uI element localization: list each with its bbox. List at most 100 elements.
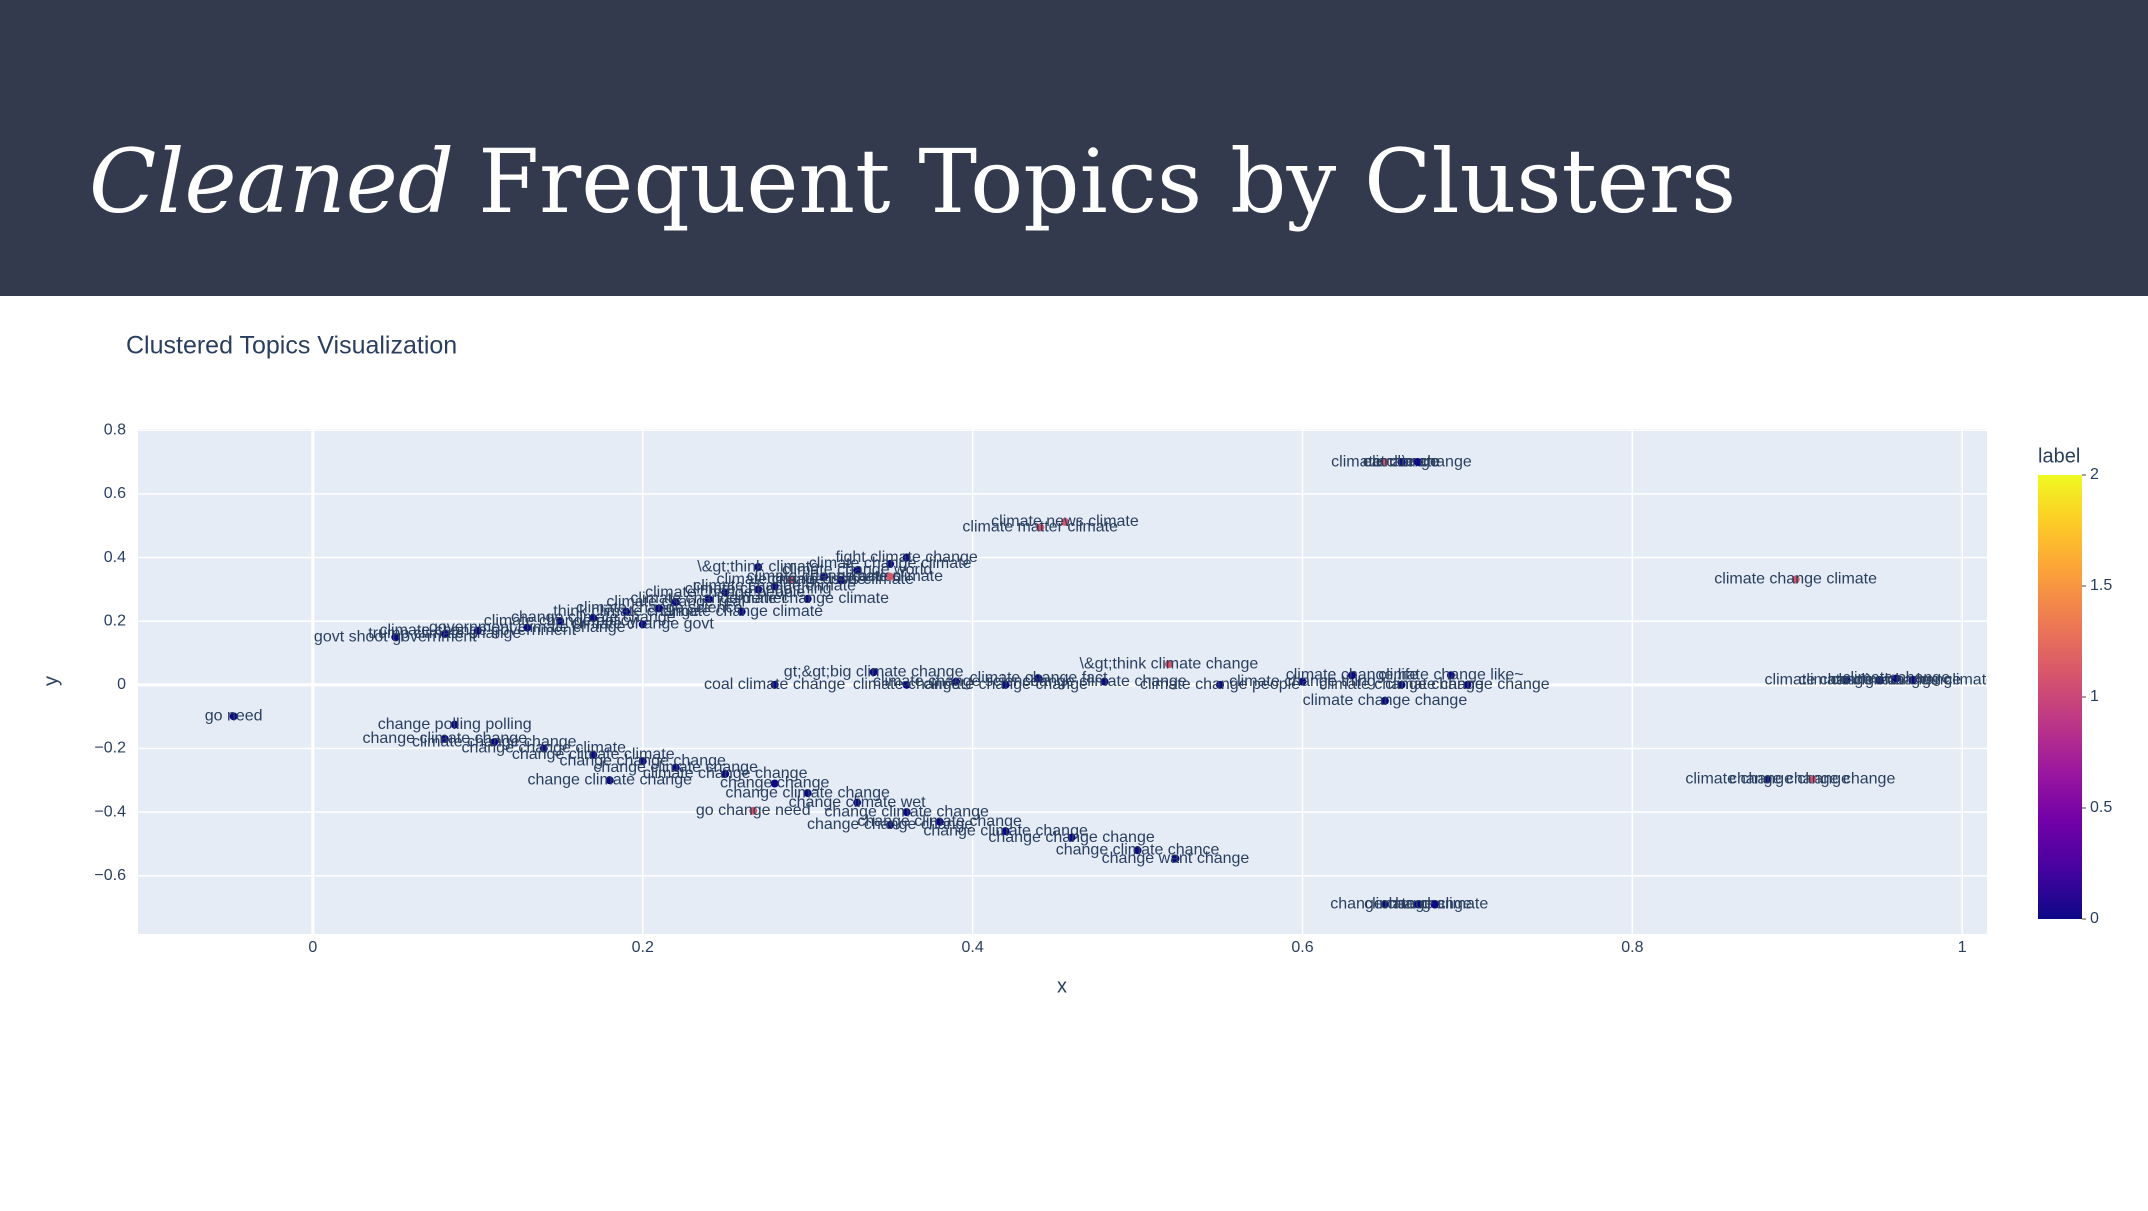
point	[770, 582, 779, 591]
header-band	[0, 0, 2148, 296]
point-label: climate change change	[643, 765, 808, 782]
y-tick-label: 0.4	[104, 549, 126, 566]
point	[1380, 458, 1389, 467]
point	[622, 607, 631, 616]
point	[1463, 680, 1472, 689]
x-tick-label: 1	[1958, 939, 1967, 956]
y-tick-label: 0.6	[104, 485, 126, 502]
x-tick-label: 0	[308, 939, 317, 956]
point	[749, 806, 758, 815]
point-label: change climate change	[824, 803, 989, 820]
point-label: fight climate change	[835, 549, 977, 566]
point-label: change climate change	[725, 784, 890, 801]
point-label: climate change climate	[693, 577, 856, 594]
point	[820, 572, 829, 581]
point	[638, 757, 647, 766]
point-label: trump climate change	[368, 625, 521, 642]
point	[886, 572, 895, 581]
x-tick-label: 0.8	[1621, 939, 1643, 956]
point-label: climate change denier	[630, 590, 787, 607]
colorbar-tick-label: 2	[2090, 466, 2099, 483]
point	[886, 559, 895, 568]
point-label: change change change	[1729, 771, 1895, 788]
point	[1413, 900, 1422, 909]
point	[589, 750, 598, 759]
colorbar-tick-label: 1.5	[2090, 577, 2112, 594]
point	[886, 820, 895, 829]
point-label: climate change thing	[1229, 673, 1376, 690]
point	[770, 680, 779, 689]
point	[721, 588, 730, 597]
point-label: climate change change	[1685, 771, 1850, 788]
point-label: change change change	[988, 829, 1154, 846]
x-tick-label: 0.6	[1291, 939, 1313, 956]
colorbar-title: label	[2038, 445, 2080, 467]
point-label: change climate change	[923, 822, 1088, 839]
point-label: change climate change	[363, 730, 528, 747]
point	[754, 585, 763, 594]
point	[1100, 677, 1109, 686]
point	[787, 575, 796, 584]
point-label: go need	[205, 708, 263, 725]
point	[754, 563, 763, 572]
point-label: climate change like~	[1378, 667, 1523, 684]
point-label: climate change change	[923, 676, 1088, 693]
point-label: climate crisis climate	[767, 571, 914, 588]
point	[1380, 900, 1389, 909]
point-label: climate change climate	[726, 590, 889, 607]
point-label: climate news climate	[991, 513, 1139, 530]
point-label: change climate wet	[789, 794, 927, 811]
point-label: climate change action	[747, 568, 902, 585]
point-label: climate change people	[1140, 676, 1300, 693]
point	[539, 744, 548, 753]
point	[902, 553, 911, 562]
point-label: eat climate	[1363, 453, 1440, 470]
point-label: climate change people	[645, 584, 805, 601]
y-tick-label: 0.8	[104, 421, 126, 438]
chart-title: Clustered Topics Visualization	[126, 332, 457, 360]
point	[853, 566, 862, 575]
point-label: climate change change	[412, 733, 577, 750]
point-label: climate change science	[873, 673, 1039, 690]
point-label: climate change fact	[970, 670, 1108, 687]
point	[229, 712, 238, 721]
point	[440, 734, 449, 743]
point-label: change climate climate	[512, 746, 675, 763]
colorbar	[2038, 475, 2082, 919]
point	[1875, 676, 1884, 685]
point-label: change change change	[807, 816, 973, 833]
colorbar-tick-label: 0	[2090, 910, 2099, 927]
point-label: change climate change	[857, 813, 1022, 830]
point-label: climate change world	[782, 562, 932, 579]
point-label: climate change	[1842, 670, 1950, 687]
point	[952, 677, 961, 686]
point-label: \&gt;think climate	[697, 558, 819, 575]
point	[1908, 676, 1917, 685]
point-label: coal climate change	[704, 676, 846, 693]
y-tick-label: −0.6	[94, 867, 126, 884]
point	[523, 623, 532, 632]
point	[391, 633, 400, 642]
point-label: change polling polling	[378, 716, 532, 733]
y-axis-title: y	[40, 676, 62, 686]
point	[902, 680, 911, 689]
point-label: change want change	[1102, 850, 1250, 867]
point-label: climate climate change	[1798, 671, 1961, 688]
point	[704, 594, 713, 603]
x-tick-label: 0.4	[961, 939, 983, 956]
point	[1842, 676, 1851, 685]
point-label: change climate change	[1022, 673, 1187, 690]
title-rest: Frequent Topics by Clusters	[478, 130, 1736, 233]
point	[1430, 900, 1439, 909]
point	[1808, 775, 1817, 784]
point	[1413, 458, 1422, 467]
point-label: change change change	[560, 752, 726, 769]
point	[836, 575, 845, 584]
point	[1347, 671, 1356, 680]
point-label: climate change	[1364, 896, 1472, 913]
point	[671, 598, 680, 607]
point	[1892, 674, 1901, 683]
